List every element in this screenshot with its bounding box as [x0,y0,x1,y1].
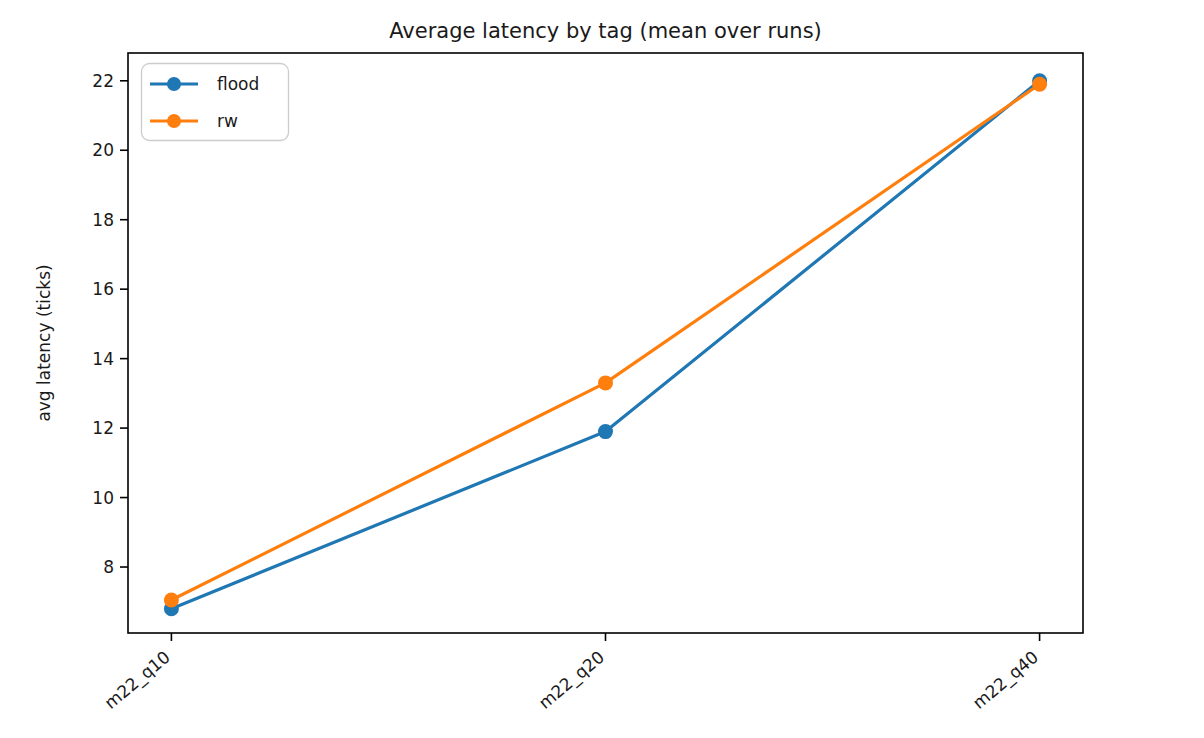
y-tick-label: 14 [92,349,114,369]
series-line-rw [171,84,1039,600]
legend-marker-rw [167,114,181,128]
y-axis-label: avg latency (ticks) [34,264,54,421]
legend-label-rw: rw [217,111,238,131]
data-point-rw [164,593,179,608]
x-tick-label: m22_q40 [969,647,1043,714]
y-tick-label: 10 [92,488,114,508]
data-point-flood [598,424,613,439]
legend-marker-flood [167,77,181,91]
chart-title: Average latency by tag (mean over runs) [389,19,822,43]
y-tick-label: 20 [92,140,114,160]
series-line-flood [171,81,1039,609]
data-point-rw [1032,77,1047,92]
series-group [164,73,1047,616]
latency-line-chart-figure: 8 10 12 14 16 18 20 22 m22_q10 m22_q20 m22_q40 avg … [0,0,1204,738]
y-tick-label: 16 [92,279,114,299]
x-tick-label: m22_q20 [535,647,609,714]
chart-canvas: 8 10 12 14 16 18 20 22 m22_q10 m22_q20 m22_q40 avg … [0,0,1204,738]
data-point-rw [598,375,613,390]
legend-box [142,64,289,141]
legend-label-flood: flood [217,74,259,94]
legend: flood rw [142,64,289,141]
x-tick-label: m22_q10 [101,647,175,714]
y-tick-label: 8 [103,557,114,577]
y-tick-label: 18 [92,210,114,230]
y-tick-label: 12 [92,418,114,438]
y-tick-label: 22 [92,71,114,91]
